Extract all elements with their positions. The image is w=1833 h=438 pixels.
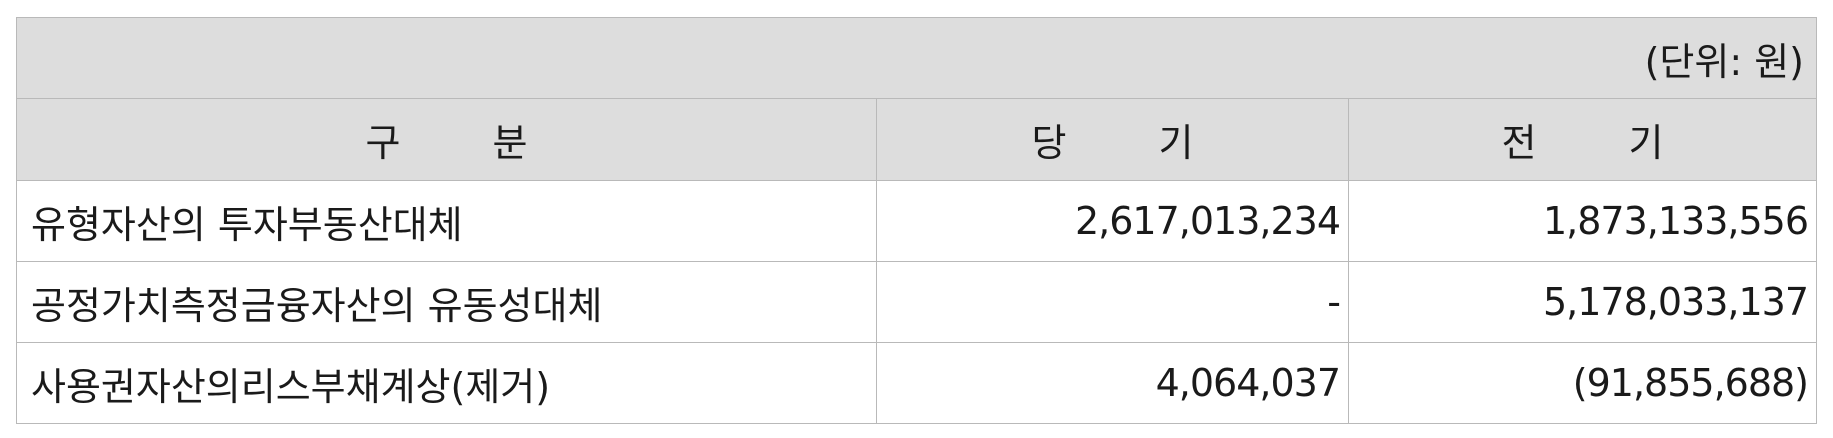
row-label: 사용권자산의리스부채계상(제거)	[16, 342, 877, 424]
current-value: 4,064,037	[876, 342, 1349, 424]
unit-note: (단위: 원)	[15, 17, 1818, 99]
prior-value: (91,855,688)	[1347, 342, 1818, 424]
row-label: 유형자산의 투자부동산대체	[16, 180, 877, 262]
header-category: 구 분	[16, 98, 877, 181]
row-label: 공정가치측정금융자산의 유동성대체	[16, 261, 877, 343]
header-category-label: 구 분	[365, 121, 568, 165]
header-prior-label: 전 기	[1501, 121, 1704, 165]
current-value: -	[876, 261, 1349, 343]
header-current-label: 당 기	[1031, 121, 1234, 165]
header-prior-period: 전 기	[1347, 98, 1818, 181]
header-row: 구 분 당 기 전 기	[16, 98, 1818, 181]
prior-value: 5,178,033,137	[1347, 261, 1818, 343]
table-row: 사용권자산의리스부채계상(제거) 4,064,037 (91,855,688)	[16, 342, 1818, 424]
table-row: 유형자산의 투자부동산대체 2,617,013,234 1,873,133,55…	[16, 180, 1818, 262]
table-row: 공정가치측정금융자산의 유동성대체 - 5,178,033,137	[16, 261, 1818, 343]
header-current-period: 당 기	[876, 98, 1349, 181]
data-table: (단위: 원) 구 분 당 기 전 기 유형자산의 투자부동산대체 2,617,…	[15, 17, 1818, 424]
unit-row: (단위: 원)	[15, 17, 1818, 99]
prior-value: 1,873,133,556	[1347, 180, 1818, 262]
current-value: 2,617,013,234	[876, 180, 1349, 262]
cashflow-noncash-table: (단위: 원) 구 분 당 기 전 기 유형자산의 투자부동산대체 2,617,…	[15, 17, 1818, 424]
